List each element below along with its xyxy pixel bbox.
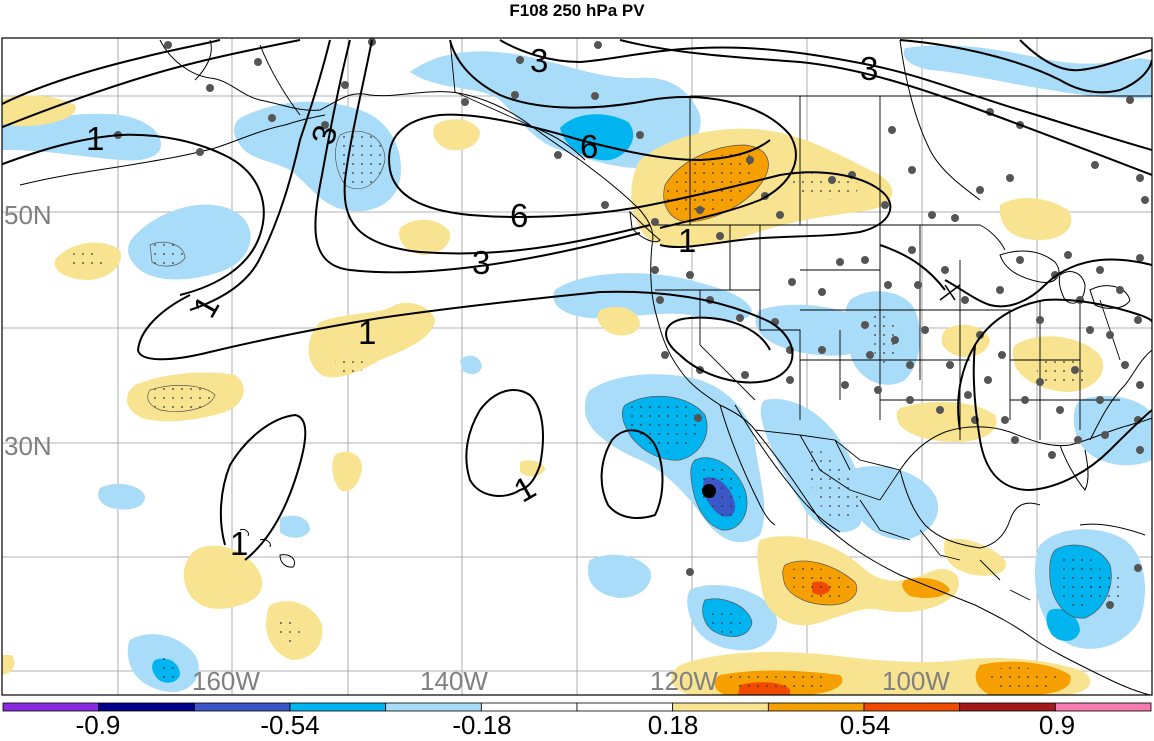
contour-label: 6 bbox=[510, 197, 528, 234]
anomaly-outlines bbox=[147, 130, 1112, 637]
lon-label-100w: 100W bbox=[882, 666, 950, 696]
colorbar-label: 0.54 bbox=[839, 710, 891, 740]
colorbar-label: 0.9 bbox=[1038, 710, 1076, 740]
lat-label-50n: 50N bbox=[4, 200, 52, 230]
colorbar bbox=[2, 702, 1152, 712]
lon-label-120w: 120W bbox=[650, 666, 718, 696]
latlon-labels: 50N 30N 160W 140W 120W 100W bbox=[4, 200, 950, 696]
map-frame bbox=[1, 37, 1153, 696]
lat-label-30n: 30N bbox=[4, 431, 52, 461]
contour-labels: 3 3 3 3 1 1 1 1 1 1 6 6 3 bbox=[86, 42, 878, 562]
lon-label-160w: 160W bbox=[192, 666, 260, 696]
negative-anomaly-fills bbox=[2, 45, 1152, 692]
station-markers bbox=[114, 38, 1149, 609]
pv-contours bbox=[2, 39, 1152, 561]
colorbar-swatch bbox=[1054, 702, 1152, 712]
contour-label: 1 bbox=[230, 525, 248, 562]
lon-label-140w: 140W bbox=[420, 666, 488, 696]
contour-label: 3 bbox=[472, 244, 490, 281]
colorbar-label: -0.54 bbox=[260, 710, 320, 740]
contour-label: 6 bbox=[580, 128, 598, 165]
map-title: F108 250 hPa PV bbox=[509, 1, 645, 20]
contour-label: 3 bbox=[530, 42, 548, 79]
contour-label: 3 bbox=[860, 50, 878, 87]
colorbar-label: -0.9 bbox=[75, 710, 121, 740]
colorbar-label: 0.18 bbox=[647, 710, 699, 740]
colorbar-label: -0.18 bbox=[452, 710, 512, 740]
stippling bbox=[70, 131, 1120, 694]
contour-label: 1 bbox=[185, 289, 226, 323]
contour-label-3: 3 bbox=[735, 127, 737, 129]
contour-label: 1 bbox=[358, 314, 376, 351]
contour-label: 1 bbox=[86, 120, 104, 157]
storm-center-marker bbox=[702, 484, 716, 498]
contour-label: 1 bbox=[678, 222, 696, 259]
